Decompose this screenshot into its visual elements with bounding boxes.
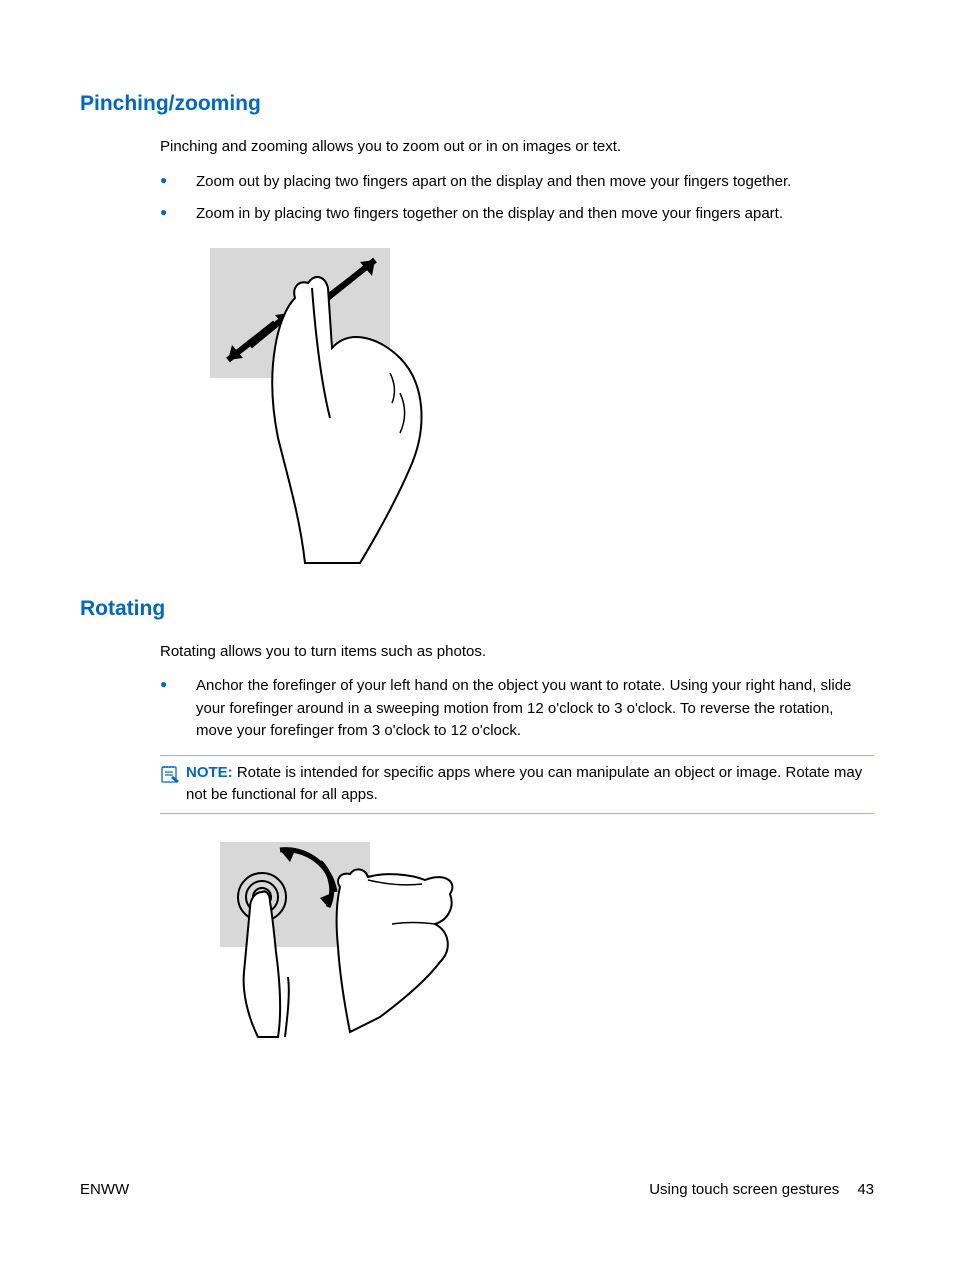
- note-icon: [160, 764, 180, 789]
- bullet-item: Zoom in by placing two fingers together …: [160, 203, 874, 226]
- bullet-item: Anchor the forefinger of your left hand …: [160, 675, 874, 743]
- bullet-item: Zoom out by placing two fingers apart on…: [160, 171, 874, 194]
- section-heading-rotating: Rotating: [80, 597, 874, 621]
- footer-left: ENWW: [80, 1181, 129, 1198]
- bullet-list-pinching: Zoom out by placing two fingers apart on…: [160, 171, 874, 226]
- intro-text-pinching: Pinching and zooming allows you to zoom …: [160, 136, 874, 159]
- note-box: NOTE: Rotate is intended for specific ap…: [160, 755, 874, 814]
- note-body: Rotate is intended for specific apps whe…: [186, 764, 862, 804]
- section-heading-pinching: Pinching/zooming: [80, 92, 874, 116]
- pinch-zoom-illustration: [200, 238, 874, 573]
- page-footer: ENWW Using touch screen gestures 43: [80, 1181, 874, 1198]
- footer-section-title: Using touch screen gestures: [649, 1181, 839, 1198]
- rotate-illustration: [200, 832, 874, 1047]
- page-number: 43: [857, 1181, 874, 1198]
- bullet-list-rotating: Anchor the forefinger of your left hand …: [160, 675, 874, 743]
- note-text: NOTE: Rotate is intended for specific ap…: [186, 762, 874, 807]
- intro-text-rotating: Rotating allows you to turn items such a…: [160, 641, 874, 664]
- document-page: Pinching/zooming Pinching and zooming al…: [0, 0, 954, 1047]
- note-label: NOTE:: [186, 764, 233, 781]
